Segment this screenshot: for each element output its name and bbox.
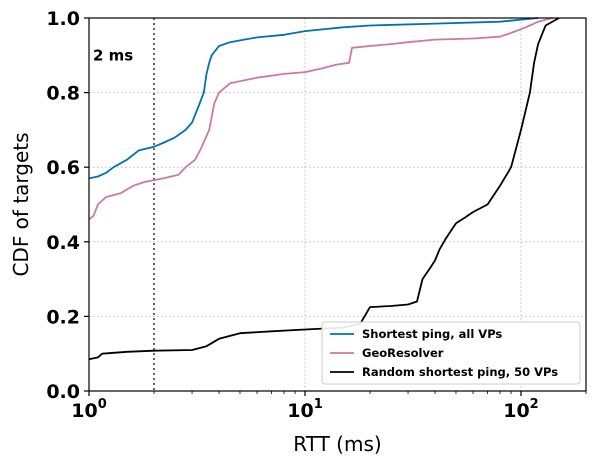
y-tick-label-5: 1.0 <box>46 8 80 30</box>
y-tick-label-4: 0.8 <box>46 83 80 105</box>
legend-label-1: GeoResolver <box>362 346 444 360</box>
x-axis-label: RTT (ms) <box>293 432 381 456</box>
y-axis-ticks: 0.0 0.2 0.4 0.6 0.8 1.0 <box>46 8 89 403</box>
y-tick-label-2: 0.4 <box>46 232 80 254</box>
y-axis-label: CDF of targets <box>9 132 33 276</box>
x-tick-label-2: 102 <box>503 397 539 422</box>
series-line-0 <box>88 17 539 180</box>
annotation-2ms: 2 ms <box>93 46 133 64</box>
legend-label-2: Random shortest ping, 50 VPs <box>362 365 558 379</box>
plot-frame <box>88 17 587 392</box>
legend-label-0: Shortest ping, all VPs <box>362 327 502 341</box>
y-tick-label-0: 0.0 <box>46 381 80 403</box>
legend: Shortest ping, all VPs GeoResolver Random … <box>321 321 581 385</box>
x-axis-ticks: 100 101 102 <box>71 391 587 422</box>
series-line-1 <box>88 17 553 221</box>
series-layer <box>88 17 560 361</box>
x-tick-label-1: 101 <box>287 397 323 422</box>
legend-box <box>321 321 581 385</box>
x-tick-label-0: 100 <box>71 397 107 422</box>
y-tick-label-3: 0.6 <box>46 157 80 179</box>
series-line-2 <box>88 17 560 361</box>
y-tick-label-1: 0.2 <box>46 306 80 328</box>
